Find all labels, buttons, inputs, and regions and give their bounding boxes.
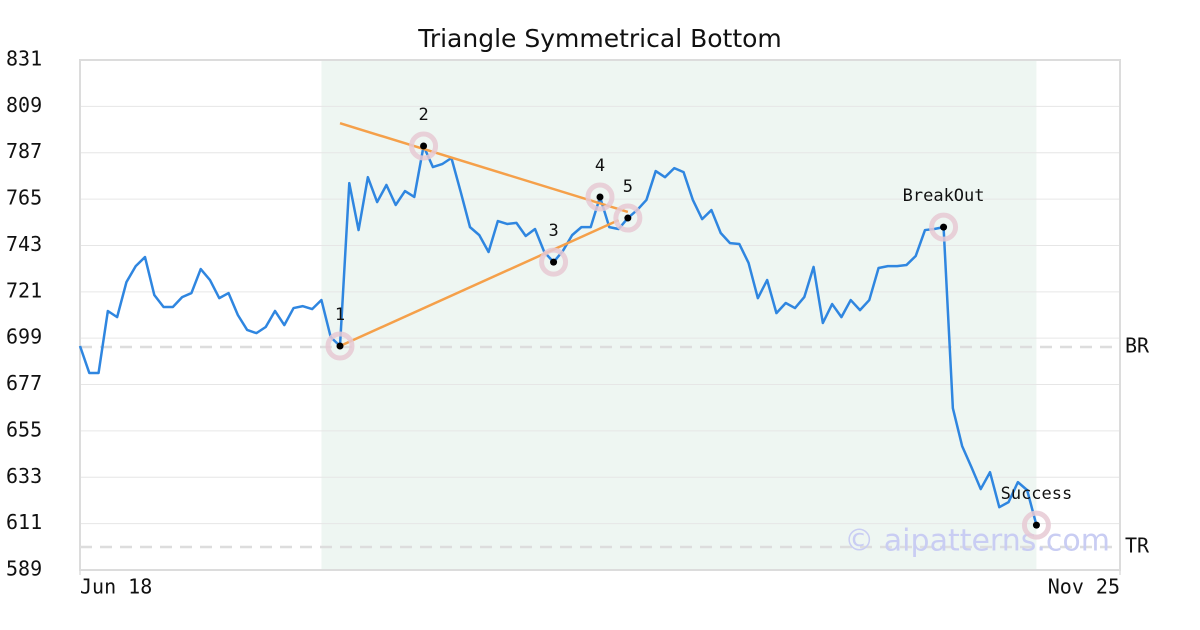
point-dot [550,258,558,266]
level-label: BR [1125,334,1150,358]
y-tick-label: 633 [6,464,42,488]
point-label: 4 [595,156,605,176]
point-label: 2 [418,105,428,125]
point-label: 1 [335,305,345,325]
point-label: 3 [548,221,558,241]
point-dot [596,193,604,201]
y-tick-label: 677 [6,371,42,395]
point-halo [539,247,569,277]
point-dot [336,342,344,350]
trend-line [339,122,629,214]
point-halo [409,131,439,161]
point-halo [929,212,959,242]
point-halo [325,331,355,361]
y-tick-label: 611 [6,510,42,534]
y-tick-label: 589 [6,557,42,581]
y-tick-label: 655 [6,417,42,441]
y-tick-label: 787 [6,139,42,163]
point-halo [613,203,643,233]
trend-line [339,219,620,348]
y-tick-label: 743 [6,232,42,256]
watermark: © aipatterns.com [844,524,1110,559]
chart-title: Triangle Symmetrical Bottom [417,24,782,53]
point-label: Success [1001,484,1073,504]
point-label: 5 [623,177,633,197]
y-tick-label: 699 [6,325,42,349]
price-line [78,144,1038,526]
point-label: BreakOut [903,186,985,206]
x-tick-label: Nov 25 [1048,575,1120,599]
level-label: TR [1125,534,1150,558]
point-dot [420,142,428,150]
point-halo [1021,510,1051,540]
point-halo [585,182,615,212]
y-tick-label: 721 [6,278,42,302]
y-tick-label: 765 [6,186,42,210]
y-tick-label: 831 [6,47,42,71]
point-dot [624,214,632,222]
highlight-region [321,60,1037,570]
point-dot [1032,521,1040,529]
y-tick-label: 809 [6,93,42,117]
plot-frame [79,59,1121,571]
point-dot [940,223,948,231]
x-tick-label: Jun 18 [80,575,152,599]
